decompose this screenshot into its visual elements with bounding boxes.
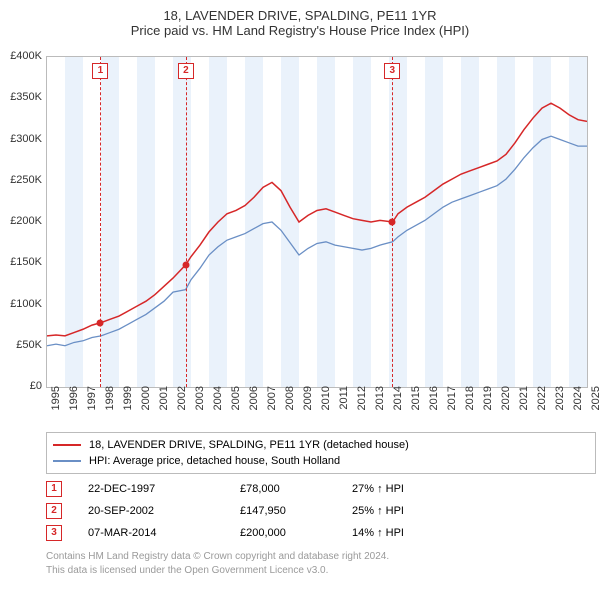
legend-row: HPI: Average price, detached house, Sout… (53, 453, 589, 469)
marker-price: £147,950 (240, 505, 330, 517)
y-tick-label: £350K (0, 91, 42, 103)
x-tick-label: 2024 (572, 386, 584, 426)
x-tick-label: 2017 (446, 386, 458, 426)
x-tick-label: 1996 (68, 386, 80, 426)
marker-date: 07-MAR-2014 (88, 527, 218, 539)
x-tick-label: 2001 (158, 386, 170, 426)
y-tick-label: £250K (0, 174, 42, 186)
marker-pct: 27% ↑ HPI (352, 483, 462, 495)
chart-container: 18, LAVENDER DRIVE, SPALDING, PE11 1YR P… (0, 0, 600, 590)
x-tick-label: 2025 (590, 386, 600, 426)
x-tick-label: 1999 (122, 386, 134, 426)
marker-pct: 25% ↑ HPI (352, 505, 462, 517)
x-tick-label: 1995 (50, 386, 62, 426)
chart-title-line2: Price paid vs. HM Land Registry's House … (0, 23, 600, 38)
y-tick-label: £0 (0, 380, 42, 392)
marker-dot-icon (389, 219, 396, 226)
marker-date: 20-SEP-2002 (88, 505, 218, 517)
marker-box-icon: 2 (46, 503, 62, 519)
plot-area: 1 2 3 (46, 56, 588, 388)
x-tick-label: 2007 (266, 386, 278, 426)
attribution-block: Contains HM Land Registry data © Crown c… (46, 550, 586, 577)
legend-swatch-0 (53, 444, 81, 446)
x-tick-label: 2023 (554, 386, 566, 426)
x-tick-label: 2012 (356, 386, 368, 426)
x-tick-label: 2000 (140, 386, 152, 426)
y-tick-label: £150K (0, 256, 42, 268)
x-tick-label: 2010 (320, 386, 332, 426)
marker-number-box: 2 (178, 63, 194, 79)
markers-table: 1 22-DEC-1997 £78,000 27% ↑ HPI 2 20-SEP… (46, 478, 586, 544)
y-tick-label: £100K (0, 298, 42, 310)
marker-box-icon: 3 (46, 525, 62, 541)
chart-title-line1: 18, LAVENDER DRIVE, SPALDING, PE11 1YR (0, 8, 600, 23)
marker-row: 1 22-DEC-1997 £78,000 27% ↑ HPI (46, 478, 586, 500)
x-tick-label: 1997 (86, 386, 98, 426)
marker-row: 3 07-MAR-2014 £200,000 14% ↑ HPI (46, 522, 586, 544)
marker-number-box: 1 (92, 63, 108, 79)
marker-box-icon: 1 (46, 481, 62, 497)
legend-swatch-1 (53, 460, 81, 462)
x-tick-label: 2002 (176, 386, 188, 426)
x-tick-label: 2014 (392, 386, 404, 426)
x-tick-label: 2011 (338, 386, 350, 426)
legend-label-1: HPI: Average price, detached house, Sout… (89, 455, 340, 467)
x-tick-label: 1998 (104, 386, 116, 426)
x-tick-label: 2019 (482, 386, 494, 426)
legend-row: 18, LAVENDER DRIVE, SPALDING, PE11 1YR (… (53, 437, 589, 453)
y-tick-label: £50K (0, 339, 42, 351)
x-tick-label: 2005 (230, 386, 242, 426)
chart-title-block: 18, LAVENDER DRIVE, SPALDING, PE11 1YR P… (0, 0, 600, 38)
x-tick-label: 2013 (374, 386, 386, 426)
marker-price: £78,000 (240, 483, 330, 495)
x-tick-label: 2021 (518, 386, 530, 426)
marker-dot-icon (182, 261, 189, 268)
attribution-line2: This data is licensed under the Open Gov… (46, 564, 586, 578)
x-tick-label: 2009 (302, 386, 314, 426)
legend-box: 18, LAVENDER DRIVE, SPALDING, PE11 1YR (… (46, 432, 596, 474)
marker-date: 22-DEC-1997 (88, 483, 218, 495)
y-tick-label: £200K (0, 215, 42, 227)
x-tick-label: 2008 (284, 386, 296, 426)
legend-label-0: 18, LAVENDER DRIVE, SPALDING, PE11 1YR (… (89, 439, 409, 451)
y-tick-label: £400K (0, 50, 42, 62)
x-tick-label: 2003 (194, 386, 206, 426)
marker-row: 2 20-SEP-2002 £147,950 25% ↑ HPI (46, 500, 586, 522)
marker-pct: 14% ↑ HPI (352, 527, 462, 539)
x-tick-label: 2018 (464, 386, 476, 426)
x-tick-label: 2020 (500, 386, 512, 426)
chart-svg (47, 57, 587, 387)
x-tick-label: 2004 (212, 386, 224, 426)
x-tick-label: 2006 (248, 386, 260, 426)
x-tick-label: 2022 (536, 386, 548, 426)
marker-price: £200,000 (240, 527, 330, 539)
x-tick-label: 2016 (428, 386, 440, 426)
attribution-line1: Contains HM Land Registry data © Crown c… (46, 550, 586, 564)
x-tick-label: 2015 (410, 386, 422, 426)
marker-dot-icon (97, 319, 104, 326)
y-tick-label: £300K (0, 133, 42, 145)
marker-number-box: 3 (384, 63, 400, 79)
